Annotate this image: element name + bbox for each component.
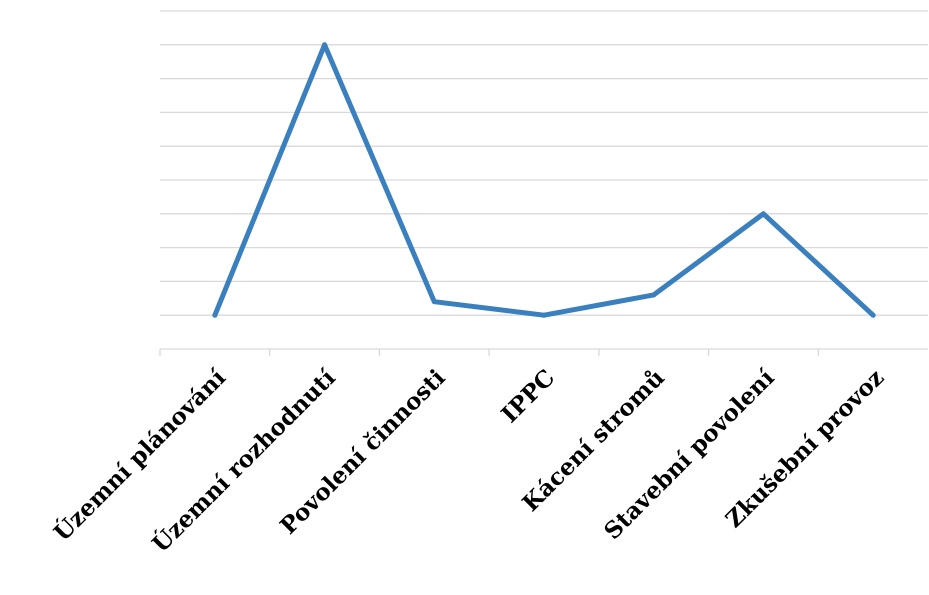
series-layer bbox=[212, 42, 876, 318]
data-point bbox=[870, 312, 876, 318]
data-point bbox=[651, 292, 657, 298]
x-axis bbox=[159, 348, 928, 356]
x-tick-label: Územní rozhodnutí bbox=[147, 364, 341, 558]
data-point bbox=[541, 312, 547, 318]
gridlines bbox=[160, 10, 928, 316]
data-point bbox=[431, 299, 437, 305]
data-point bbox=[760, 211, 766, 217]
data-point bbox=[322, 42, 328, 48]
data-point bbox=[212, 312, 218, 318]
x-tick-label: IPPC bbox=[496, 364, 560, 428]
